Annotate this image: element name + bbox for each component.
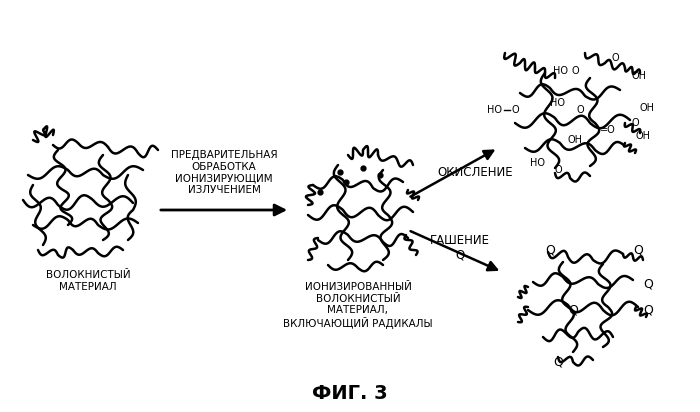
Text: O: O <box>571 66 579 76</box>
Text: ФИГ. 3: ФИГ. 3 <box>312 384 388 403</box>
Text: ИОНИЗИРОВАННЫЙ
ВОЛОКНИСТЫЙ
МАТЕРИАЛ,
ВКЛЮЧАЮЩИЙ РАДИКАЛЫ: ИОНИЗИРОВАННЫЙ ВОЛОКНИСТЫЙ МАТЕРИАЛ, ВКЛ… <box>284 282 433 329</box>
Text: ГАШЕНИЕ
Q: ГАШЕНИЕ Q <box>430 234 490 262</box>
Text: O: O <box>512 105 519 115</box>
Text: OH: OH <box>568 135 582 145</box>
Text: O: O <box>576 105 584 115</box>
Text: Q: Q <box>643 304 653 316</box>
Text: HO: HO <box>552 66 568 76</box>
Text: ПРЕДВАРИТЕЛЬНАЯ
ОБРАБОТКА
ИОНИЗИРУЮЩИМ
ИЗЛУЧЕНИЕМ: ПРЕДВАРИТЕЛЬНАЯ ОБРАБОТКА ИОНИЗИРУЮЩИМ И… <box>171 150 277 195</box>
Text: O: O <box>554 165 562 175</box>
Text: ВОЛОКНИСТЫЙ
МАТЕРИАЛ: ВОЛОКНИСТЫЙ МАТЕРИАЛ <box>46 270 130 292</box>
Text: Q: Q <box>568 304 578 316</box>
Text: HO: HO <box>550 98 565 108</box>
Text: OH: OH <box>632 71 647 81</box>
Text: O: O <box>632 118 640 128</box>
Text: O: O <box>611 53 619 63</box>
Text: =O: =O <box>600 125 616 135</box>
Text: OH: OH <box>640 103 655 113</box>
Text: HO: HO <box>487 105 502 115</box>
Text: Q: Q <box>545 243 555 257</box>
Text: ОКИСЛЕНИЕ: ОКИСЛЕНИЕ <box>437 166 512 178</box>
Text: Q: Q <box>633 243 643 257</box>
Text: HO: HO <box>530 158 545 168</box>
Text: Q: Q <box>643 278 653 290</box>
Text: OH: OH <box>635 131 650 141</box>
Text: Q: Q <box>553 356 563 368</box>
